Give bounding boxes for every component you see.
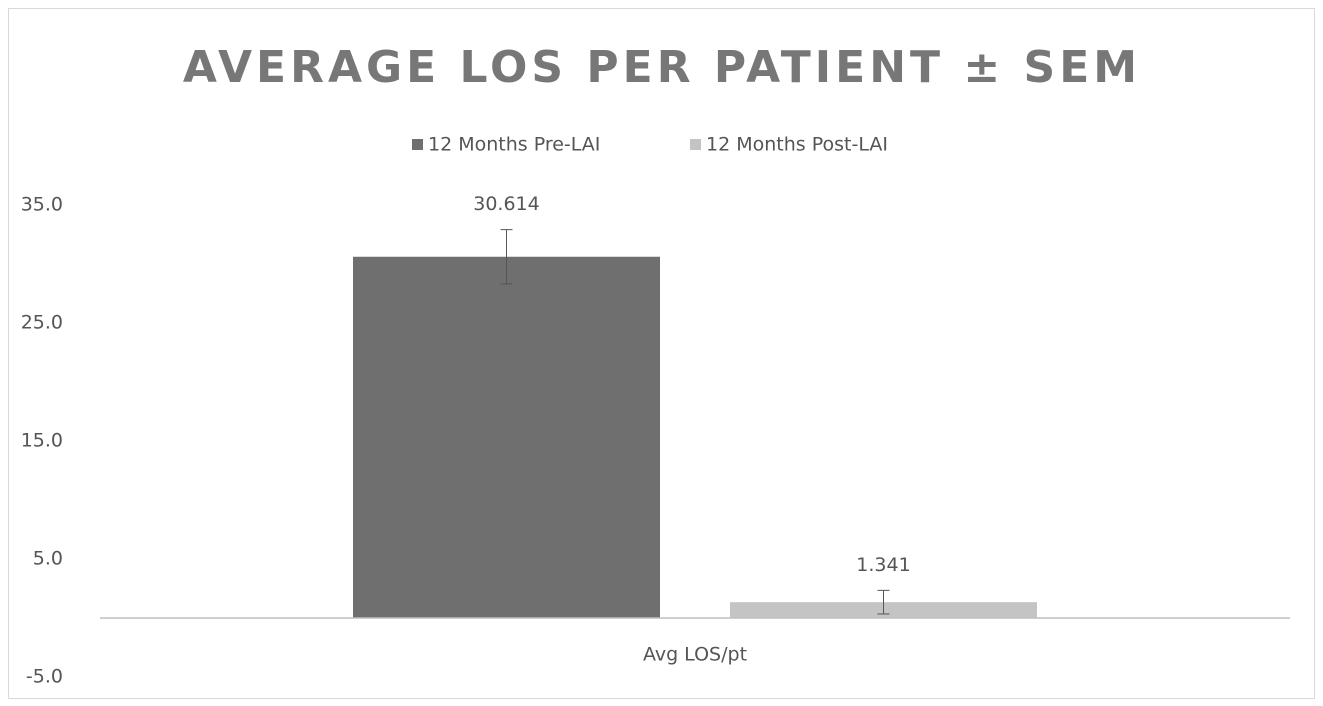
y-tick-label: 15.0 bbox=[21, 430, 63, 452]
y-tick-label: -5.0 bbox=[26, 666, 63, 688]
bar bbox=[353, 256, 660, 618]
legend-label: 12 Months Pre-LAI bbox=[428, 134, 600, 156]
y-tick-label: 35.0 bbox=[21, 194, 63, 216]
x-tick-label: Avg LOS/pt bbox=[643, 644, 747, 666]
legend-swatch bbox=[690, 139, 701, 150]
data-label: 30.614 bbox=[473, 193, 539, 215]
chart-title: AVERAGE LOS PER PATIENT ± SEM bbox=[183, 42, 1141, 93]
legend-swatch bbox=[412, 139, 423, 150]
chart-border bbox=[8, 8, 1315, 699]
y-tick-label: 5.0 bbox=[33, 548, 63, 570]
data-label: 1.341 bbox=[856, 554, 910, 576]
legend-label: 12 Months Post-LAI bbox=[706, 134, 888, 156]
y-tick-label: 25.0 bbox=[21, 312, 63, 334]
